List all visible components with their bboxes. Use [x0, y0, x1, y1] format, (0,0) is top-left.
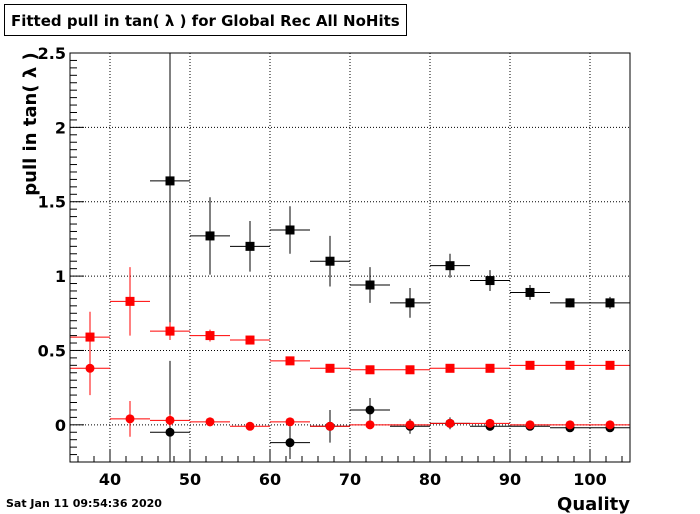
- data-point-circle: [445, 418, 455, 428]
- data-point-circle: [525, 420, 535, 430]
- x-tick-label: 40: [99, 470, 121, 489]
- timestamp-label: Sat Jan 11 09:54:36 2020: [6, 497, 162, 510]
- y-tick-label: 1: [55, 267, 66, 286]
- x-tick-label: 70: [339, 470, 361, 489]
- data-point-circle: [325, 421, 335, 431]
- chart-axes: 40 50 60 70 80 90 100 0 0.5 1 1.5 2 2.5: [38, 44, 631, 489]
- data-point-circle: [605, 420, 615, 430]
- data-point-square: [405, 365, 415, 375]
- data-point-square: [525, 287, 535, 297]
- data-point-square: [165, 326, 175, 336]
- data-point-square: [445, 261, 455, 271]
- data-point-square: [405, 298, 415, 308]
- data-point-square: [285, 225, 295, 235]
- x-tick-label: 80: [419, 470, 441, 489]
- data-point-square: [365, 365, 375, 375]
- x-tick-label: 50: [179, 470, 201, 489]
- data-point-square: [605, 360, 615, 370]
- data-point-square: [605, 298, 615, 308]
- data-point-square: [85, 332, 95, 342]
- data-point-circle: [565, 420, 575, 430]
- data-point-circle: [165, 415, 175, 425]
- data-point-square: [485, 276, 495, 286]
- x-tick-label: 90: [499, 470, 521, 489]
- data-point-square: [285, 356, 295, 366]
- x-tick-label: 100: [573, 470, 606, 489]
- data-point-square: [205, 231, 215, 241]
- data-point-square: [245, 335, 255, 345]
- y-axis-label: pull in tan( λ ): [20, 52, 41, 196]
- data-point-circle: [365, 420, 375, 430]
- y-tick-label: 1.5: [38, 193, 66, 212]
- data-point-circle: [285, 438, 295, 448]
- x-axis-label: Quality: [557, 494, 630, 514]
- data-point-square: [245, 241, 255, 251]
- data-point-square: [565, 298, 575, 308]
- data-point-circle: [485, 418, 495, 428]
- x-tick-label: 60: [259, 470, 281, 489]
- data-point-circle: [85, 363, 95, 373]
- chart-markers: [85, 176, 615, 448]
- data-point-circle: [205, 417, 215, 427]
- y-tick-label: 0.5: [38, 341, 66, 360]
- data-point-square: [165, 176, 175, 186]
- data-point-square: [445, 363, 455, 373]
- data-point-circle: [245, 421, 255, 431]
- data-point-circle: [405, 420, 415, 430]
- data-point-square: [525, 360, 535, 370]
- chart-title: Fitted pull in tan( λ ) for Global Rec A…: [4, 4, 407, 36]
- data-point-square: [325, 363, 335, 373]
- data-point-square: [125, 296, 135, 306]
- data-point-square: [485, 363, 495, 373]
- data-point-circle: [165, 427, 175, 437]
- chart-grid: [70, 52, 630, 462]
- data-point-square: [205, 331, 215, 341]
- data-point-square: [365, 280, 375, 290]
- data-point-square: [565, 360, 575, 370]
- data-point-square: [325, 256, 335, 266]
- y-tick-label: 2.5: [38, 44, 66, 63]
- y-tick-label: 0: [55, 416, 66, 435]
- data-point-circle: [285, 417, 295, 427]
- data-point-circle: [125, 414, 135, 424]
- data-point-circle: [365, 405, 375, 415]
- y-tick-label: 2: [55, 118, 66, 137]
